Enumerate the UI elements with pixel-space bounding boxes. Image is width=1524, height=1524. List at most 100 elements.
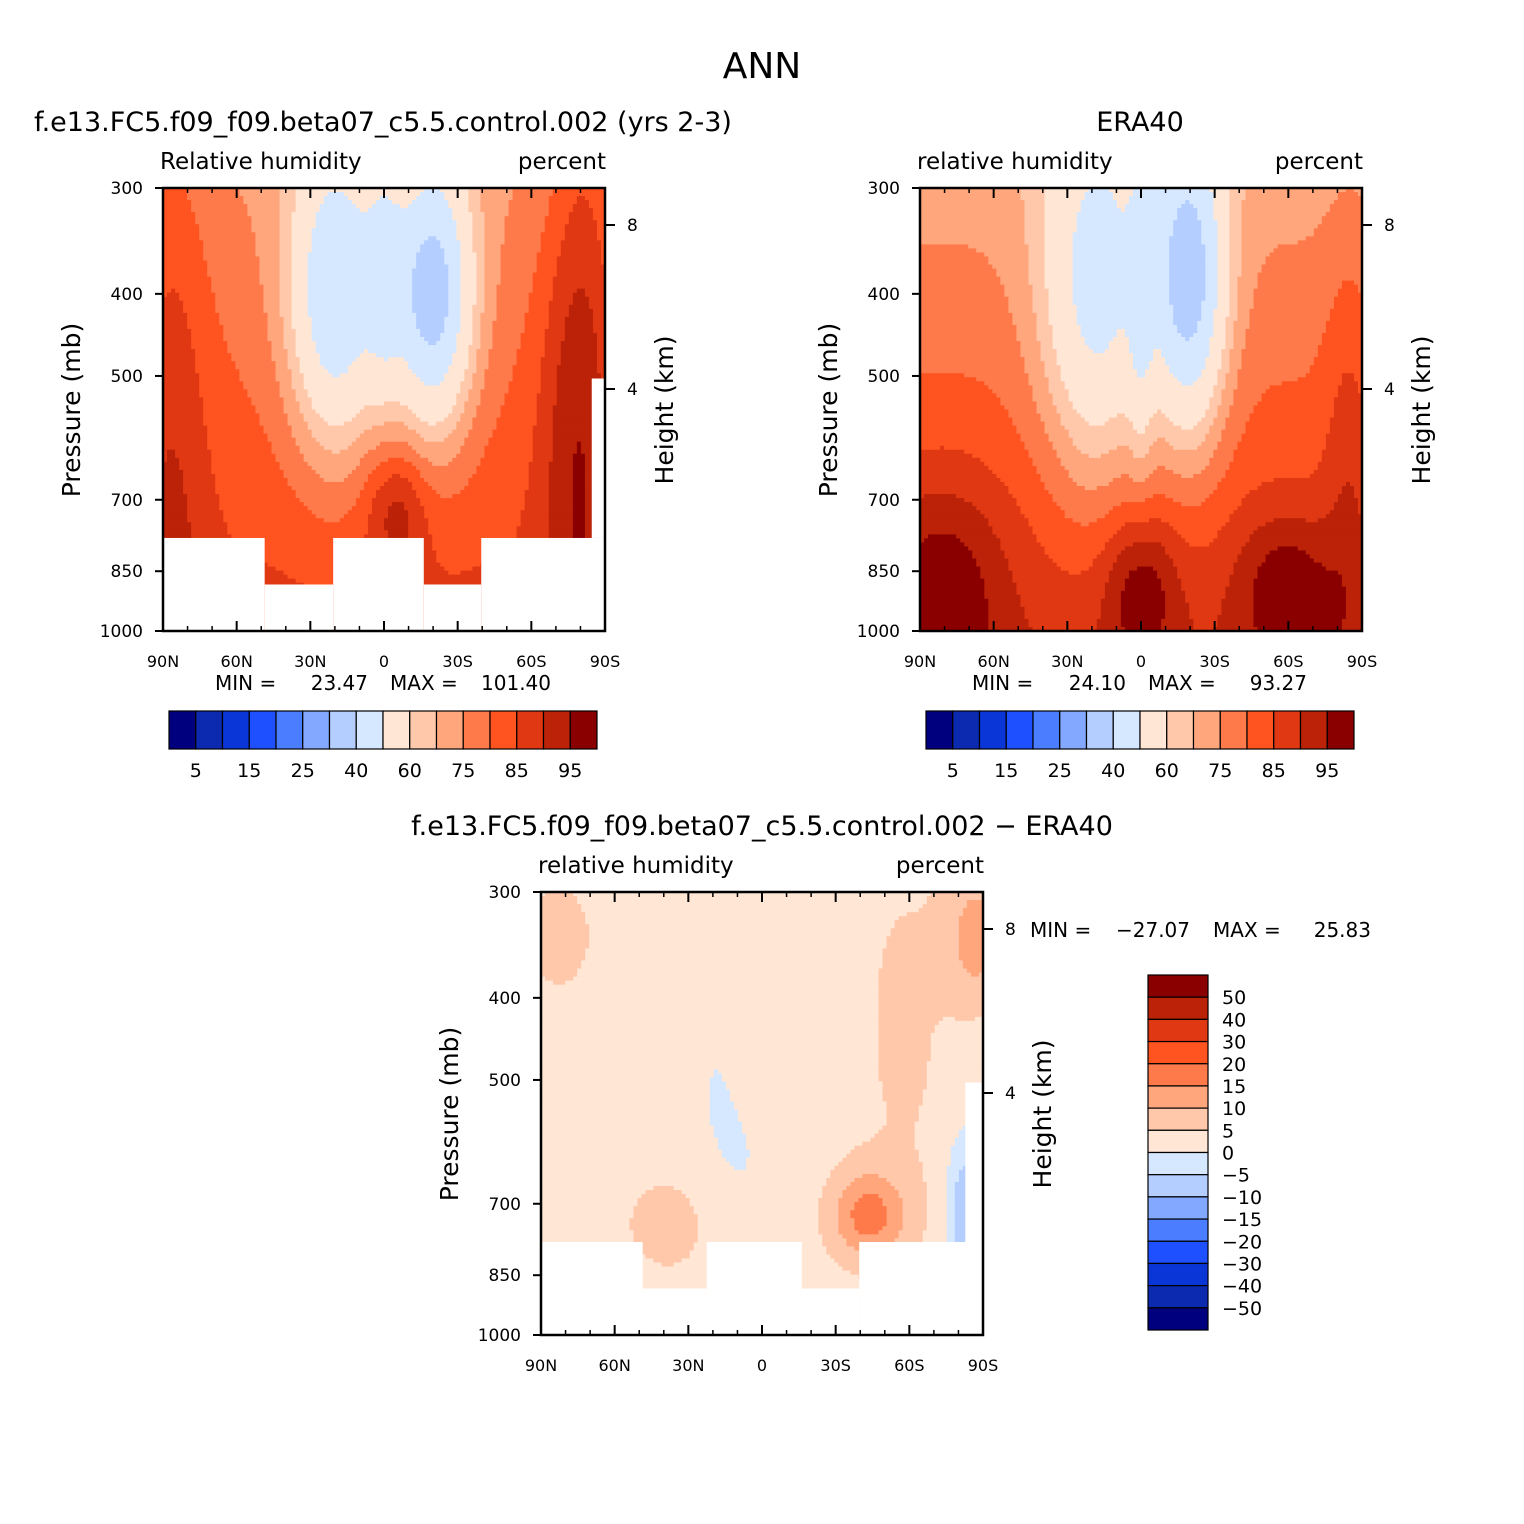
- panel-diff-contour-cell: [878, 1230, 900, 1235]
- panel-model-contour-cell: [536, 421, 554, 427]
- panel-diff-contour-cell: [721, 1149, 751, 1155]
- panel-obs-contour-cell: [920, 288, 1005, 294]
- panel-obs-contour-cell: [1016, 590, 1106, 596]
- panel-model-contour-cell: [592, 216, 606, 221]
- panel-model-contour-cell: [207, 429, 265, 435]
- panel-model-contour-cell: [504, 397, 538, 403]
- panel-model-contour-cell: [327, 192, 345, 197]
- panel-diff-contour-cell: [826, 1181, 851, 1187]
- panel-obs-contour-cell: [1072, 401, 1210, 407]
- panel-diff-colorbar-label: −5: [1222, 1165, 1250, 1187]
- panel-diff-contour-cell: [926, 1214, 948, 1219]
- panel-diff-contour-cell: [637, 1242, 695, 1247]
- panel-obs-contour-cell: [924, 538, 961, 543]
- panel-model-contour-cell: [548, 473, 574, 479]
- panel-obs-contour-cell: [1321, 337, 1363, 342]
- panel-model-contour-cell: [476, 465, 530, 471]
- panel-obs-contour-cell: [1056, 349, 1094, 354]
- panel-model-contour-cell: [283, 397, 297, 403]
- panel-obs-contour-cell: [1000, 477, 1042, 483]
- panel-model-contour-cell: [371, 506, 389, 511]
- panel-model-contour-cell: [452, 409, 465, 415]
- panel-diff-contour-cell: [926, 1061, 984, 1066]
- panel-obs-contour-cell: [1209, 542, 1247, 548]
- panel-diff-contour-cell: [541, 924, 590, 929]
- panel-obs-contour-cell: [1076, 212, 1178, 217]
- panel-model-contour-cell: [363, 486, 381, 491]
- panel-model-contour-cell: [480, 389, 510, 394]
- panel-model-contour-cell: [243, 200, 281, 205]
- panel-model-contour-cell: [223, 514, 317, 519]
- panel-obs-contour-cell: [1185, 598, 1222, 604]
- panel-model-contour-cell: [408, 425, 457, 431]
- panel-diff-contour-cell: [541, 1016, 880, 1022]
- panel-obs-contour-cell: [1345, 598, 1363, 604]
- panel-obs-contour-cell: [1024, 240, 1046, 245]
- panel-diff-contour-cell: [878, 1036, 932, 1042]
- panel-obs-contour-cell: [1149, 417, 1170, 423]
- panel-obs-contour-cell: [1177, 216, 1198, 221]
- panel-model-contour-cell: [464, 401, 482, 407]
- panel-diff-contour-cell: [541, 1145, 719, 1151]
- panel-model-contour-cell: [472, 212, 486, 217]
- panel-diff-contour-cell: [902, 1206, 928, 1211]
- panel-model-contour-cell: [259, 413, 289, 419]
- panel-model-contour-cell: [175, 453, 212, 459]
- panel-obs-contour-cell: [1233, 332, 1247, 338]
- panel-model-contour-cell: [223, 337, 269, 342]
- panel-diff-contour-cell: [930, 1036, 984, 1042]
- panel-model-contour-cell: [211, 453, 277, 459]
- panel-obs-contour-cell: [992, 530, 1034, 535]
- panel-model-contour-cell: [255, 244, 281, 250]
- panel-diff-contour-cell: [946, 1234, 956, 1239]
- panel-obs-contour-cell: [1201, 469, 1226, 475]
- panel-obs-contour-cell: [1217, 441, 1239, 447]
- panel-model-contour-cell: [436, 341, 457, 346]
- panel-diff-subtitle-left: relative humidity: [538, 853, 734, 879]
- panel-model-contour-cell: [472, 232, 486, 237]
- panel-diff-contour-cell: [894, 920, 960, 925]
- panel-obs-contour-cell: [1209, 345, 1226, 350]
- panel-model-contour-cell: [279, 300, 293, 306]
- panel-obs-contour-cell: [1028, 373, 1046, 378]
- panel-obs-contour-cell: [1024, 445, 1054, 451]
- panel-diff-contour-cell: [541, 968, 578, 974]
- panel-diff-contour-cell: [721, 1073, 880, 1078]
- panel-model-contour-cell: [215, 304, 265, 310]
- panel-diff-contour-cell: [926, 1198, 948, 1203]
- panel-diff-contour-cell: [581, 960, 884, 966]
- panel-model-contour-cell: [291, 276, 309, 282]
- panel-obs-contour-cell: [1337, 196, 1363, 201]
- panel-diff-contour-cell: [942, 1016, 956, 1022]
- panel-obs-contour-cell: [1104, 594, 1122, 600]
- panel-model-contour-cell: [291, 304, 309, 310]
- panel-obs-contour-cell: [1169, 292, 1206, 298]
- panel-obs-contour-cell: [1217, 280, 1230, 286]
- panel-model-contour-cell: [540, 385, 558, 390]
- panel-model-contour-cell: [540, 232, 566, 237]
- panel-model-contour-cell: [311, 429, 365, 435]
- panel-model-contour-cell: [572, 534, 586, 539]
- panel-obs-contour-cell: [1337, 570, 1363, 576]
- panel-obs-contour-cell: [1072, 252, 1170, 258]
- panel-model-contour-cell: [267, 324, 285, 330]
- panel-model-colorbar-label: 85: [505, 760, 529, 782]
- panel-model-contour-cell: [247, 212, 281, 217]
- panel-model-contour-cell: [163, 288, 172, 294]
- panel-obs-contour-cell: [1213, 324, 1226, 330]
- panel-model-contour-cell: [572, 522, 586, 527]
- panel-model-contour-cell: [420, 328, 445, 334]
- panel-obs-contour-cell: [1353, 486, 1363, 491]
- panel-obs-contour-cell: [1072, 244, 1170, 250]
- panel-obs-contour-cell: [984, 514, 1026, 519]
- panel-obs-contour-cell: [1169, 264, 1206, 270]
- panel-obs-contour-cell: [920, 473, 997, 479]
- panel-model-contour-cell: [163, 232, 200, 237]
- panel-model-contour-cell: [548, 502, 574, 507]
- panel-diff-contour-cell: [541, 1169, 831, 1175]
- panel-model-contour-cell: [163, 284, 212, 290]
- panel-obs-contour-cell: [1036, 469, 1070, 475]
- panel-model-contour-cell: [600, 252, 606, 258]
- panel-model-contour-cell: [468, 433, 494, 439]
- panel-obs-colorbar-box: [1273, 710, 1302, 750]
